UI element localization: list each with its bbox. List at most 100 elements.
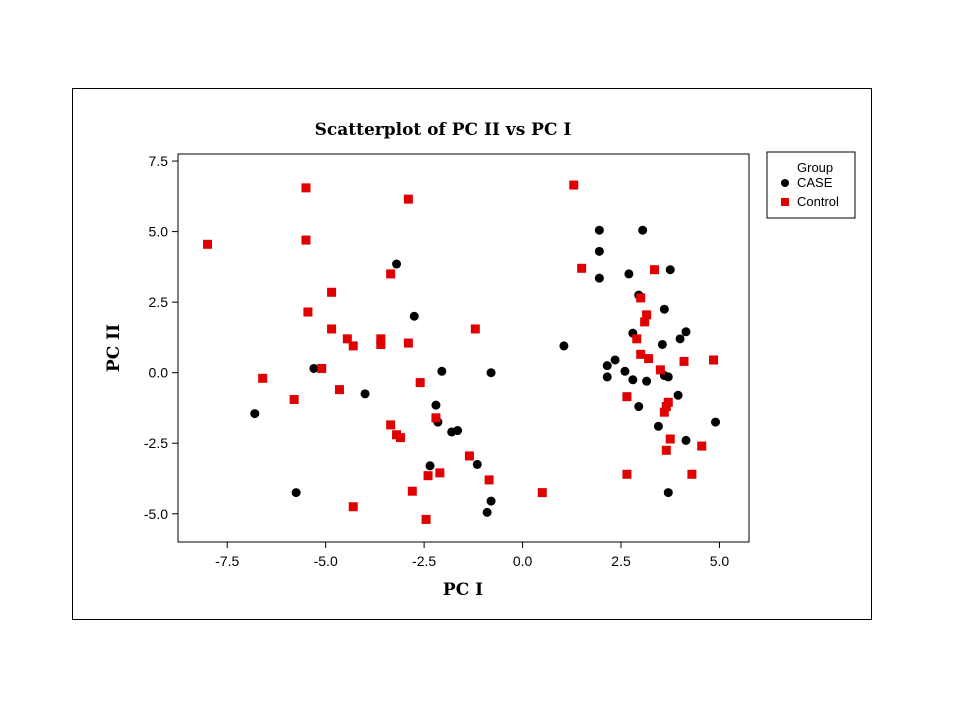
y-axis-label: PC II [104, 324, 124, 372]
y-tick-label: 5.0 [149, 224, 169, 240]
data-point-control [632, 334, 642, 344]
data-point-control [301, 183, 311, 193]
y-tick-label: 0.0 [149, 365, 169, 381]
data-point-control [431, 413, 441, 423]
data-point-case [663, 372, 673, 382]
data-point-case [594, 246, 604, 256]
x-tick-label: -7.5 [215, 553, 239, 569]
data-point-case [673, 390, 683, 400]
data-point-case [628, 375, 638, 385]
data-point-control [415, 378, 425, 388]
data-point-control [470, 324, 480, 334]
data-point-case [392, 259, 402, 269]
data-point-control [697, 441, 707, 451]
data-point-control [537, 488, 547, 498]
data-point-control [376, 334, 386, 344]
data-point-case [642, 376, 652, 386]
data-point-control [464, 451, 474, 461]
data-point-control [435, 468, 445, 478]
legend-marker-control [781, 198, 789, 206]
data-point-control [301, 235, 311, 245]
data-point-control [303, 307, 313, 317]
legend: Group CASE Control [766, 151, 856, 219]
plot-area [177, 153, 750, 543]
data-point-control [709, 355, 719, 365]
legend-title: Group [797, 160, 833, 175]
data-point-control [258, 373, 268, 383]
data-point-case [634, 402, 644, 412]
data-point-control [327, 287, 337, 297]
data-point-control [577, 263, 587, 273]
data-point-case [360, 389, 370, 399]
data-point-case [559, 341, 569, 351]
data-point-control [622, 469, 632, 479]
data-point-control [679, 356, 689, 366]
data-point-case [431, 400, 441, 410]
data-point-case [482, 507, 492, 517]
data-point-control [386, 420, 396, 430]
data-point-case [409, 311, 419, 321]
data-point-case [250, 409, 260, 419]
x-tick-label: -5.0 [314, 553, 338, 569]
x-axis-label: PC I [443, 580, 483, 600]
data-point-control [659, 407, 669, 417]
x-axis: -7.5 -5.0 -2.5 0.0 2.5 5.0 [215, 542, 729, 569]
x-tick-label: 0.0 [513, 553, 533, 569]
data-point-case [437, 366, 447, 376]
legend-marker-case [781, 179, 789, 187]
data-point-case [620, 366, 630, 376]
data-point-case [486, 496, 496, 506]
data-point-control [636, 349, 646, 359]
data-point-control [642, 310, 652, 320]
data-point-control [327, 324, 337, 334]
data-point-case [594, 273, 604, 283]
data-point-case [486, 368, 496, 378]
data-point-control [203, 239, 213, 249]
data-point-control [665, 434, 675, 444]
data-point-case [291, 488, 301, 498]
data-point-control [403, 338, 413, 348]
data-point-control [655, 365, 665, 375]
data-point-case [675, 334, 685, 344]
data-point-control [622, 392, 632, 402]
series-control [203, 180, 719, 524]
data-point-control [342, 334, 352, 344]
data-point-control [289, 394, 299, 404]
data-point-control [423, 471, 433, 481]
x-tick-label: 2.5 [611, 553, 631, 569]
data-point-control [334, 385, 344, 395]
data-point-control [640, 317, 650, 327]
data-point-case [659, 304, 669, 314]
data-points [203, 180, 721, 524]
x-tick-label: 5.0 [710, 553, 730, 569]
legend-label-case: CASE [797, 175, 833, 190]
data-point-control [661, 445, 671, 455]
data-point-case [602, 361, 612, 371]
data-point-control [407, 486, 417, 496]
data-point-control [663, 397, 673, 407]
data-point-case [638, 225, 648, 235]
data-point-control [348, 502, 358, 512]
data-point-control [395, 433, 405, 443]
data-point-control [386, 269, 396, 279]
data-point-case [681, 327, 691, 337]
data-point-control [569, 180, 579, 190]
data-point-case [453, 426, 463, 436]
data-point-control [644, 354, 654, 364]
data-point-case [610, 355, 620, 365]
data-point-case [711, 417, 721, 427]
data-point-control [421, 514, 431, 524]
data-point-case [472, 459, 482, 469]
x-tick-label: -2.5 [412, 553, 436, 569]
data-point-case [681, 435, 691, 445]
data-point-control [687, 469, 697, 479]
data-point-case [594, 225, 604, 235]
y-tick-label: 2.5 [149, 294, 169, 310]
data-point-case [624, 269, 634, 279]
legend-label-control: Control [797, 194, 839, 209]
data-point-case [653, 421, 663, 431]
series-case [250, 225, 721, 517]
data-point-control [484, 475, 494, 485]
chart-title: Scatterplot of PC II vs PC I [315, 120, 572, 140]
data-point-control [649, 265, 659, 275]
